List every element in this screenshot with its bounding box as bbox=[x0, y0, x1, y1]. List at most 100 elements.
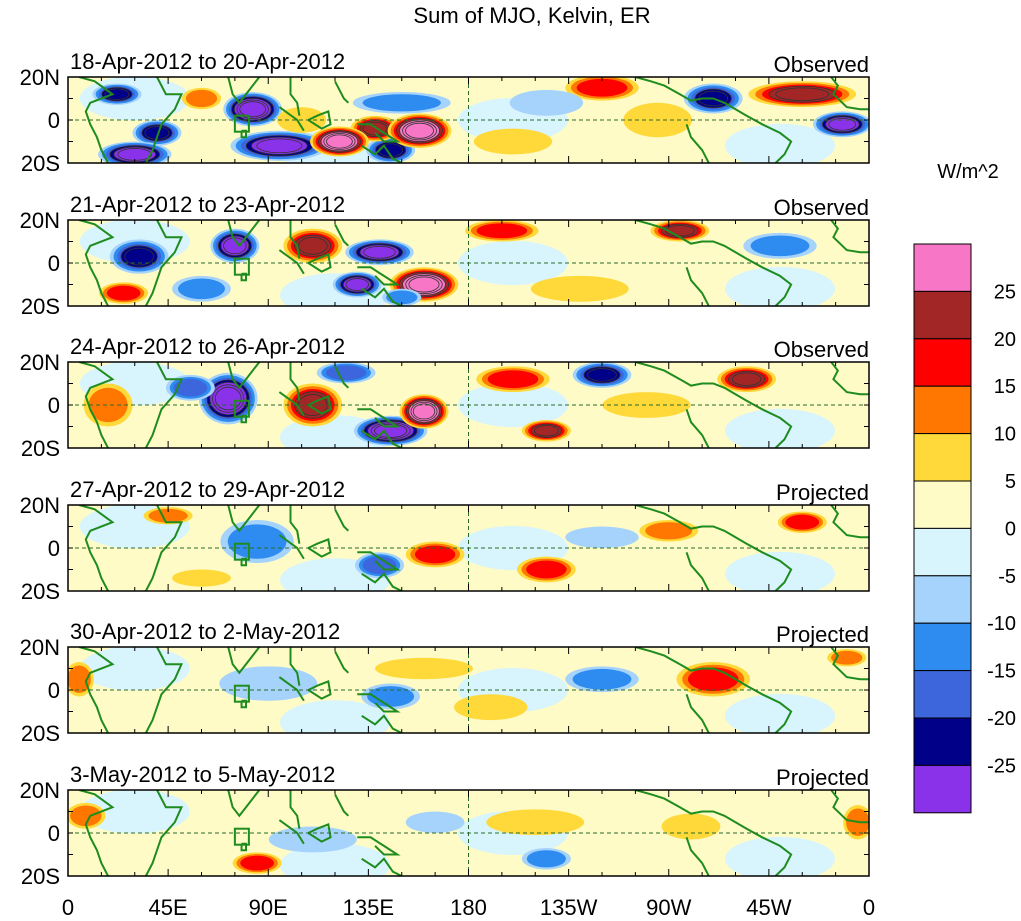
y-tick-label: 0 bbox=[48, 821, 60, 846]
coastline bbox=[78, 647, 115, 733]
index-box bbox=[233, 399, 250, 418]
coastline bbox=[334, 508, 350, 532]
chart-title: Sum of MJO, Kelvin, ER bbox=[413, 3, 650, 28]
panel-status: Observed bbox=[774, 337, 869, 362]
panel-date-range: 24-Apr-2012 to 26-Apr-2012 bbox=[70, 334, 345, 359]
anomaly-contour bbox=[189, 92, 214, 105]
coastline bbox=[635, 77, 793, 163]
anomaly-contour bbox=[775, 87, 830, 101]
colorbar-units: W/m^2 bbox=[937, 161, 999, 183]
coastline bbox=[78, 362, 115, 448]
coastline bbox=[307, 395, 332, 415]
anomaly-contour bbox=[405, 122, 434, 139]
panel-3: 20N 0 20S 24-Apr-2012 to 26-Apr-2012 Observe… bbox=[20, 334, 870, 461]
anomaly-contour bbox=[789, 516, 816, 528]
panel-status: Projected bbox=[776, 622, 869, 647]
anomaly-contour bbox=[464, 697, 518, 717]
coastline bbox=[78, 790, 115, 876]
anomaly-contour bbox=[757, 238, 803, 254]
coastline bbox=[357, 693, 401, 713]
coastline bbox=[830, 647, 869, 681]
coastline bbox=[227, 505, 261, 533]
index-box bbox=[233, 684, 250, 703]
anomaly-contour bbox=[372, 96, 432, 110]
y-tick-label: 20S bbox=[21, 864, 60, 889]
panel-date-range: 27-Apr-2012 to 29-Apr-2012 bbox=[70, 477, 345, 502]
coastline bbox=[635, 647, 793, 733]
index-box bbox=[233, 542, 250, 561]
coastline bbox=[361, 714, 403, 733]
field-tint bbox=[725, 693, 835, 733]
coastline bbox=[635, 362, 793, 448]
x-tick-label: 90E bbox=[249, 895, 288, 920]
anomaly-contour bbox=[104, 88, 130, 100]
coastline bbox=[278, 534, 305, 560]
anomaly-contour bbox=[531, 852, 562, 866]
anomaly-contour bbox=[281, 830, 345, 849]
anomaly-contour bbox=[256, 138, 303, 154]
y-tick-label: 0 bbox=[48, 678, 60, 703]
anomaly-contour bbox=[110, 287, 137, 299]
field-tint bbox=[280, 700, 390, 733]
anomaly-field bbox=[68, 647, 869, 733]
colorbar-swatch bbox=[913, 290, 972, 340]
coastline bbox=[685, 408, 710, 448]
index-box bbox=[233, 114, 250, 133]
colorbar-tick-label: -25 bbox=[987, 755, 1016, 777]
coastline bbox=[227, 220, 261, 248]
x-tick-label: 45E bbox=[149, 895, 188, 920]
colorbar-swatch bbox=[913, 670, 972, 719]
coastline bbox=[289, 362, 301, 401]
colorbar-tick-label: 20 bbox=[994, 329, 1016, 351]
anomaly-contour bbox=[575, 529, 629, 545]
anomaly-contour bbox=[482, 225, 522, 237]
anomaly-contour bbox=[93, 392, 123, 418]
coastline bbox=[361, 572, 403, 591]
panel-4: 20N 0 20S 27-Apr-2012 to 29-Apr-2012 Project… bbox=[20, 477, 870, 604]
coastline bbox=[278, 819, 305, 845]
coastline bbox=[144, 77, 184, 163]
coastline bbox=[635, 790, 793, 876]
y-tick-label: 20N bbox=[20, 778, 60, 803]
colorbar-tick-label: -15 bbox=[987, 661, 1016, 683]
x-tick-label: 135W bbox=[540, 895, 598, 920]
coastline bbox=[685, 836, 710, 876]
coastline bbox=[635, 505, 793, 591]
panel-date-range: 30-Apr-2012 to 2-May-2012 bbox=[70, 619, 340, 644]
coastline bbox=[334, 365, 350, 389]
colorbar-tick-label: 5 bbox=[1005, 471, 1016, 493]
coastline bbox=[227, 790, 261, 818]
field-tint bbox=[725, 551, 835, 591]
coastline bbox=[278, 249, 305, 275]
coastline bbox=[144, 362, 184, 448]
anomaly-contour bbox=[533, 425, 559, 437]
coastline bbox=[227, 362, 261, 390]
y-tick-label: 20N bbox=[20, 350, 60, 375]
anomaly-contour bbox=[587, 368, 617, 382]
index-box bbox=[233, 827, 250, 846]
anomaly-contour bbox=[153, 510, 183, 521]
colorbar: W/m^2 25 20 15 10 5 0 -5 -10 -15 -20 -25 bbox=[913, 161, 1016, 814]
coastline bbox=[357, 123, 401, 143]
coastline bbox=[78, 77, 115, 163]
anomaly-contour bbox=[390, 292, 414, 303]
coastline bbox=[307, 110, 332, 130]
coastline bbox=[289, 220, 301, 259]
coastline bbox=[334, 793, 350, 817]
anomaly-contour bbox=[614, 395, 679, 415]
anomaly-contour bbox=[579, 671, 625, 687]
y-tick-label: 20S bbox=[21, 151, 60, 176]
colorbar-swatch bbox=[913, 338, 972, 387]
coastline bbox=[307, 253, 332, 273]
x-tick-label: 180 bbox=[450, 895, 487, 920]
anomaly-contour bbox=[582, 80, 622, 95]
colorbar-swatch bbox=[913, 433, 972, 482]
coastline bbox=[361, 857, 403, 876]
colorbar-tick-label: 25 bbox=[994, 281, 1016, 303]
anomaly-contour bbox=[408, 276, 440, 293]
coastline bbox=[830, 790, 869, 824]
anomaly-contour bbox=[239, 101, 266, 118]
anomaly-field bbox=[78, 362, 869, 448]
anomaly-contour bbox=[651, 524, 687, 538]
